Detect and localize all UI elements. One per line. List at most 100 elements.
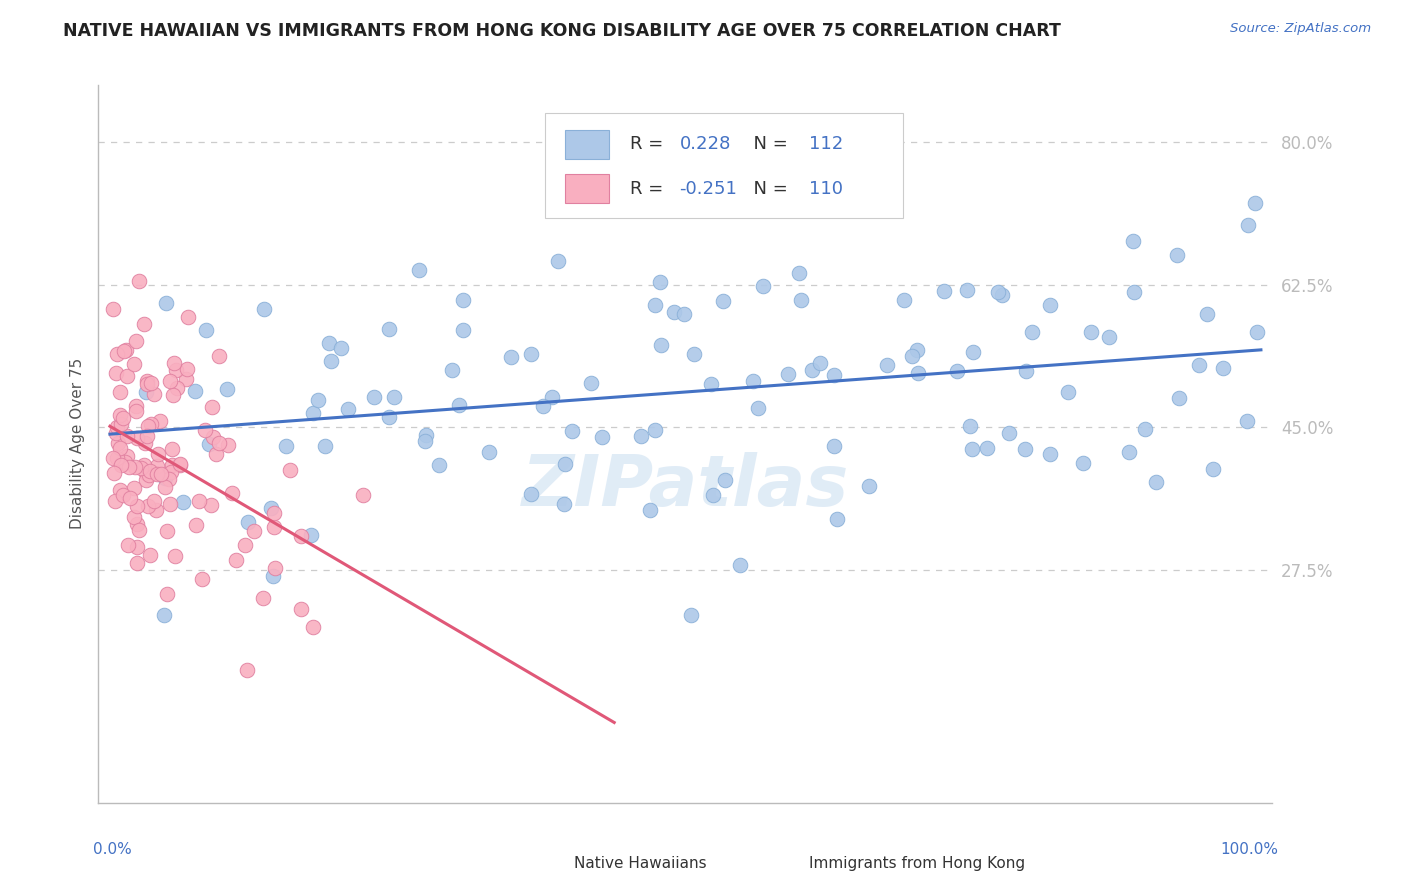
Point [415, 428, 437, 442]
Point [146, 458, 169, 473]
Point [163, 356, 186, 370]
Point [1166, 248, 1188, 262]
Point [901, 349, 924, 363]
Point [200, 498, 222, 512]
Point [155, 295, 177, 310]
Point [290, 602, 312, 616]
Point [959, 419, 981, 434]
Point [1080, 326, 1102, 340]
Point [128, 274, 150, 288]
Point [124, 358, 146, 372]
Point [187, 494, 209, 508]
Point [702, 488, 724, 502]
Point [108, 483, 131, 497]
Point [253, 301, 276, 316]
Point [427, 458, 450, 472]
Point [825, 512, 848, 526]
Point [110, 385, 132, 400]
Point [336, 401, 359, 416]
Point [823, 439, 845, 453]
Point [176, 362, 198, 376]
Point [681, 608, 703, 623]
Point [644, 298, 666, 312]
Point [235, 663, 257, 677]
Point [711, 294, 734, 309]
Point [553, 497, 575, 511]
Point [547, 254, 569, 268]
Point [299, 527, 322, 541]
Point [683, 347, 706, 361]
Point [169, 458, 191, 473]
Point [135, 473, 157, 487]
Point [262, 568, 284, 582]
Bar [515, 855, 560, 871]
Point [111, 410, 134, 425]
Point [1118, 445, 1140, 459]
Point [591, 430, 613, 444]
Point [876, 358, 898, 372]
Point [579, 376, 602, 390]
Text: Immigrants from Hong Kong: Immigrants from Hong Kong [808, 855, 1025, 871]
Point [998, 426, 1021, 441]
Point [157, 472, 180, 486]
Point [991, 288, 1014, 302]
Point [352, 488, 374, 502]
Point [174, 372, 197, 386]
Point [673, 307, 696, 321]
Point [118, 491, 141, 506]
Point [742, 374, 765, 388]
Point [142, 493, 165, 508]
Point [225, 553, 247, 567]
Point [858, 479, 880, 493]
Point [905, 343, 928, 357]
Point [1144, 475, 1167, 489]
Point [172, 494, 194, 508]
Text: 0.0%: 0.0% [93, 842, 131, 857]
Point [136, 376, 159, 391]
Point [194, 423, 217, 437]
Point [962, 345, 984, 359]
Point [208, 435, 231, 450]
Point [499, 351, 522, 365]
Point [1197, 307, 1219, 321]
Point [1014, 442, 1036, 456]
Point [238, 515, 260, 529]
Point [108, 441, 131, 455]
Point [115, 368, 138, 383]
Point [408, 263, 430, 277]
Point [139, 548, 162, 562]
Point [105, 450, 128, 465]
Point [115, 449, 138, 463]
Point [907, 366, 929, 380]
Point [274, 439, 297, 453]
Point [160, 442, 183, 456]
Point [165, 363, 187, 377]
Point [153, 608, 176, 623]
Point [1015, 364, 1038, 378]
Point [160, 458, 183, 473]
Point [730, 558, 752, 573]
Point [1188, 358, 1211, 372]
Point [1057, 385, 1080, 400]
Point [162, 388, 184, 402]
Point [235, 538, 257, 552]
Point [184, 384, 207, 398]
Point [155, 480, 177, 494]
Text: 100.0%: 100.0% [1220, 842, 1278, 857]
Point [307, 392, 329, 407]
Point [141, 376, 163, 390]
Point [976, 441, 998, 455]
Point [112, 343, 135, 358]
Point [1202, 462, 1225, 476]
Point [197, 437, 219, 451]
Point [520, 346, 543, 360]
Y-axis label: Disability Age Over 75: Disability Age Over 75 [69, 359, 84, 529]
Point [118, 459, 141, 474]
FancyBboxPatch shape [544, 113, 903, 218]
Point [103, 302, 125, 317]
Point [714, 473, 737, 487]
Point [648, 275, 671, 289]
Point [1133, 422, 1156, 436]
Point [114, 454, 136, 468]
Point [104, 426, 127, 441]
